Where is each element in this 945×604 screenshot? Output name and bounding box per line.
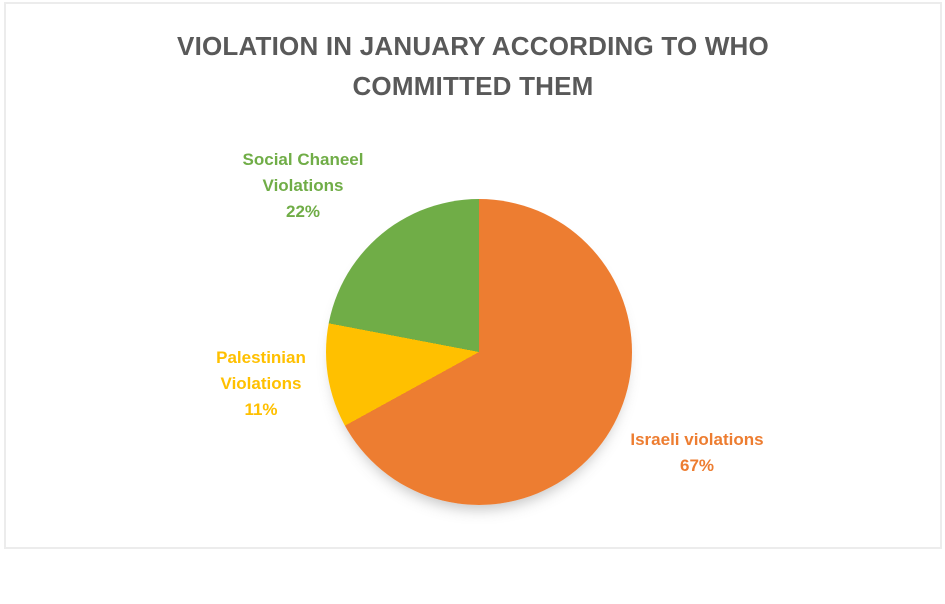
slice-label-percentage: 22% [285,202,321,221]
plot-area: Social Chaneel Violations 22% Palestinia… [6,4,940,547]
slice-label-percentage: 11% [244,400,278,419]
chart-title: VIOLATION IN JANUARY ACCORDING TO WHO CO… [6,26,940,106]
slice-label-name: Social Chaneel Violations [242,150,364,195]
pie [326,199,632,505]
slice-label-palestinian-violations: Palestinian Violations 11% [201,345,321,423]
slice-label-israeli-violations: Israeli violations 67% [587,427,807,479]
chart-frame: VIOLATION IN JANUARY ACCORDING TO WHO CO… [4,2,942,549]
slice-label-social-chaneel-violations: Social Chaneel Violations 22% [228,147,378,225]
slice-label-name: Israeli violations [630,430,764,449]
slice-label-percentage: 67% [679,456,715,475]
chart-title-text: VIOLATION IN JANUARY ACCORDING TO WHO CO… [177,31,769,101]
slice-label-name: Palestinian Violations [216,348,306,393]
